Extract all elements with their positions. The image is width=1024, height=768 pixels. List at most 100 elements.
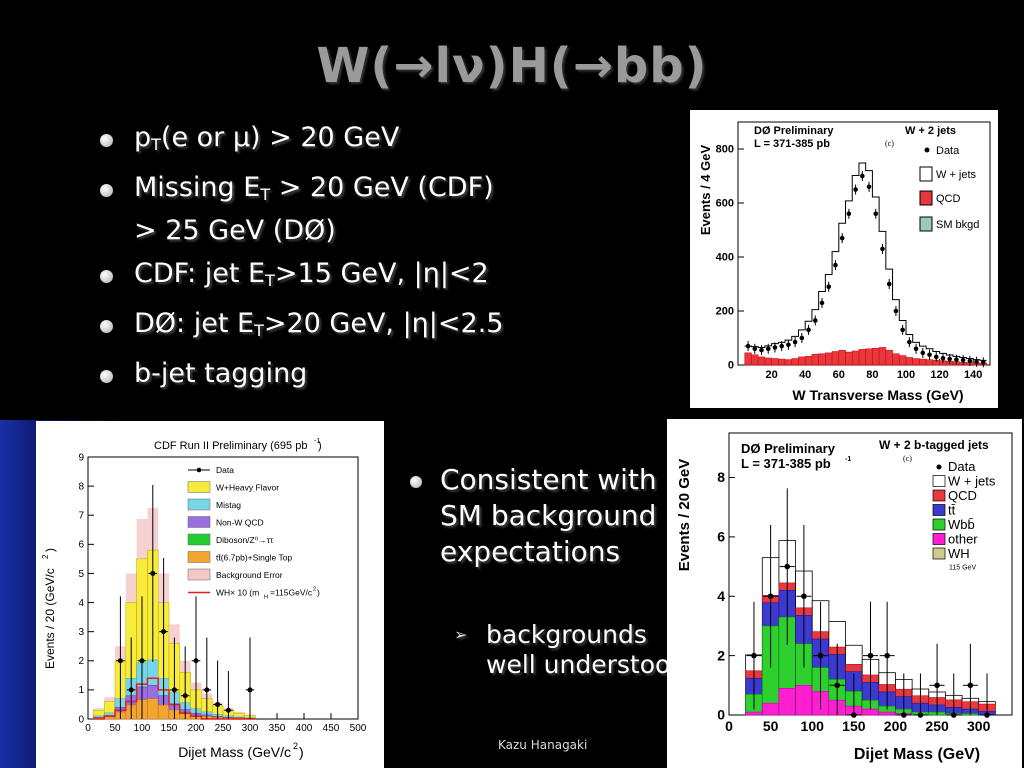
x-axis-label: Dijet Mass (GeV/c [178, 744, 291, 760]
qcd-bar [771, 358, 779, 366]
bullet-cdf-jet: CDF: jet ET>15 GeV, |η|<2 [96, 256, 656, 299]
qcd-bar [912, 358, 920, 366]
qcd-bar [838, 349, 846, 366]
qcd-bar [905, 357, 913, 366]
legend-label: W+Heavy Flavor [216, 483, 279, 493]
legend-note: 115 GeV [949, 565, 976, 572]
x-tick-label: 0 [85, 723, 91, 734]
legend-label: Data [948, 459, 976, 474]
data-point [917, 712, 924, 718]
legend-label: QCD [948, 488, 977, 503]
data-point [860, 173, 865, 179]
legend-label: Diboson/Z⁰→ττ [216, 535, 274, 545]
sub-bullet-backgrounds: backgrounds well understood [454, 620, 704, 680]
y-axis-label-exponent: 2 [41, 554, 50, 559]
data-point [182, 693, 188, 699]
data-point [960, 357, 966, 363]
x-tick-label: 100 [134, 723, 151, 734]
data-point [247, 687, 253, 693]
data-point [779, 343, 784, 349]
x-tick-label: 300 [967, 718, 991, 734]
panel-tag: (c) [903, 454, 912, 463]
wjets-histogram-line [744, 162, 987, 361]
bullet-btag: b-jet tagging [96, 356, 656, 392]
legend-swatch [932, 504, 946, 516]
legend-label-sup: 2 [313, 587, 316, 593]
data-point [128, 687, 134, 693]
x-tick-label: 450 [323, 723, 340, 734]
x-tick-label: 40 [799, 369, 811, 381]
legend-label: tt̄(6.7pb)+Single Top [216, 553, 292, 563]
data-point [767, 593, 774, 600]
y-tick-label: 600 [716, 198, 734, 210]
chart-d0-wmt-svg: 20 40 60 80 100 120 140 0 200 400 600 800 DØ Prelimi… [698, 121, 991, 403]
y-axis-label-close: ) [43, 548, 57, 552]
data-point [765, 346, 771, 352]
qcd-bar [858, 349, 866, 366]
y-tick-label: 1 [78, 685, 84, 696]
qcd-bar [784, 359, 793, 366]
data-point [801, 593, 807, 600]
legend-swatch [187, 568, 211, 581]
bullet-pt: pT(e or μ) > 20 GeV [96, 120, 656, 163]
qcd-bar [845, 351, 853, 366]
data-point [900, 327, 905, 333]
data-point [772, 345, 778, 350]
qcd-bar [811, 353, 819, 366]
legend-label: WH [948, 546, 970, 561]
chart-cdf-dijet-mass: 0 50 100 150 200 250 300 350 400 450 500 0 1 2 3 4 5 6 7 8 9… [36, 421, 384, 768]
x-tick-label: 140 [964, 369, 982, 381]
x-tick-label: 50 [109, 723, 121, 734]
data-point [117, 658, 123, 664]
data-point [954, 357, 959, 362]
data-point [833, 262, 838, 268]
qcd-bar [764, 357, 772, 366]
data-point [839, 235, 845, 241]
footer-author: Kazu Hanagaki [498, 738, 588, 752]
qcd-bar [751, 354, 759, 366]
data-point [893, 308, 899, 314]
data-point [913, 346, 919, 352]
other-bar [778, 688, 796, 716]
plot-frame [737, 121, 991, 366]
y-tick-label: 3 [78, 627, 84, 638]
data-point [819, 300, 825, 306]
x-tick-label: 20 [765, 369, 777, 381]
chart-title: DØ Preliminary [754, 125, 834, 137]
x-axis-label-close: ) [299, 744, 304, 760]
data-point [980, 360, 986, 365]
chart-cdf-dijet-svg: 0 50 100 150 200 250 300 350 400 450 500 0 1 2 3 4 5 6 7 8 9… [41, 438, 367, 760]
bullet-d0-jet: DØ: jet ET>20 GeV, |η|<2.5 [96, 306, 656, 349]
data-point [799, 335, 805, 341]
data-point [967, 682, 974, 689]
y-axis-label: Events / 4 GeV [698, 145, 713, 236]
data-point [225, 707, 231, 713]
legend-swatch [187, 551, 211, 563]
y-tick-label: 8 [717, 469, 725, 485]
data-point [886, 281, 892, 287]
conclusion-bullet: Consistent with SM background expectatio… [408, 462, 668, 570]
y-tick-label: 8 [78, 481, 84, 492]
data-point [873, 211, 879, 217]
x-tick-label: 100 [801, 718, 825, 734]
data-point [826, 284, 832, 289]
legend-swatch [932, 547, 946, 560]
y-tick-label: 9 [78, 452, 84, 463]
data-point [784, 563, 791, 570]
data-point [139, 658, 145, 664]
y-tick-label: 2 [717, 647, 725, 663]
legend-swatch [187, 516, 211, 528]
data-point [745, 343, 751, 349]
data-point [204, 687, 210, 693]
x-tick-label: 250 [925, 718, 949, 734]
x-tick-label: 100 [897, 369, 915, 381]
legend-swatch [187, 481, 211, 493]
panel-tag: (c) [885, 139, 894, 148]
data-point [817, 652, 824, 659]
x-axis-label: Dijet Mass (GeV) [854, 746, 980, 763]
legend-data-marker [196, 467, 202, 473]
other-bar [745, 711, 763, 716]
legend-swatch [932, 533, 946, 545]
bullet-missing-et: Missing ET > 20 GeV (CDF) > 25 GeV (DØ) [96, 170, 656, 249]
qcd-bar [798, 356, 806, 366]
